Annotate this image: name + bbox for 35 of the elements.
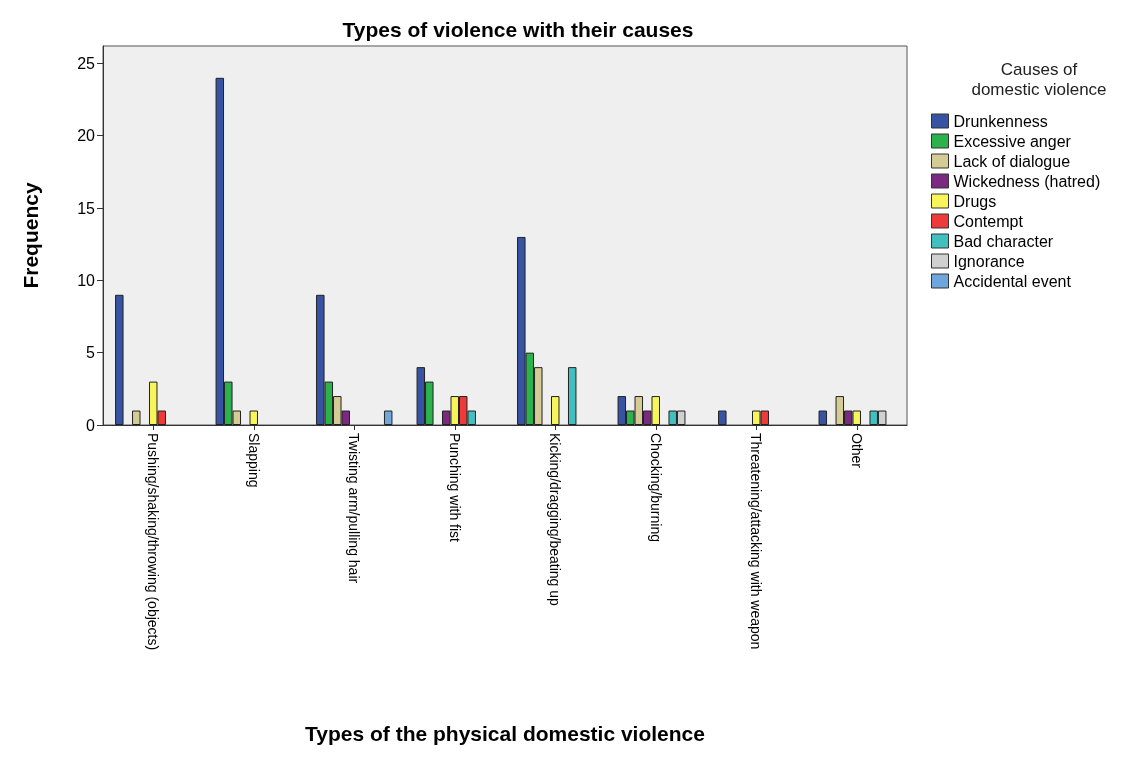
bar bbox=[115, 294, 124, 425]
x-tick-label: Slapping bbox=[245, 433, 262, 488]
x-tick-label: Twisting arm/pulling hair bbox=[346, 433, 363, 584]
bar bbox=[718, 410, 727, 425]
y-tick-label: 10 bbox=[77, 271, 96, 289]
legend-label: Accidental event bbox=[953, 272, 1072, 290]
y-axis-title: Frequency bbox=[19, 182, 42, 289]
y-tick-label: 25 bbox=[77, 54, 96, 72]
bar bbox=[249, 410, 258, 425]
legend-label: Contempt bbox=[953, 212, 1024, 230]
x-tick-label: Other bbox=[848, 433, 865, 469]
legend-label: Ignorance bbox=[953, 252, 1025, 270]
x-tick-label: Pushing/shaking/throwing (objects) bbox=[145, 433, 162, 651]
bar bbox=[818, 410, 828, 425]
legend-label: Lack of dialogue bbox=[953, 152, 1071, 170]
chart-title: Types of violence with their causes bbox=[342, 18, 694, 41]
y-tick-label: 5 bbox=[86, 344, 96, 362]
bar bbox=[132, 410, 141, 425]
bar bbox=[551, 396, 560, 425]
bar bbox=[567, 367, 577, 425]
legend-title: Causes of domestic violence bbox=[971, 59, 1107, 99]
legend-label: Drunkenness bbox=[953, 112, 1048, 130]
legend-label: Drugs bbox=[953, 192, 997, 210]
x-axis-title: Types of the physical domestic violence bbox=[305, 722, 705, 745]
y-tick-label: 0 bbox=[86, 416, 96, 434]
y-tick-label: 20 bbox=[77, 127, 96, 145]
x-tick-label: Kicking/dragging/beating up bbox=[547, 433, 564, 607]
x-tick-label: Punching with fist bbox=[446, 433, 463, 543]
legend-label: Excessive anger bbox=[953, 132, 1072, 150]
x-tick-label: Chocking/burning bbox=[647, 433, 664, 542]
bar bbox=[383, 410, 393, 425]
legend-label: Wickedness (hatred) bbox=[953, 172, 1101, 190]
x-tick-label: Threatening/attacking with weapon bbox=[748, 433, 765, 650]
y-tick-label: 15 bbox=[77, 199, 96, 217]
legend-label: Bad character bbox=[953, 232, 1054, 250]
